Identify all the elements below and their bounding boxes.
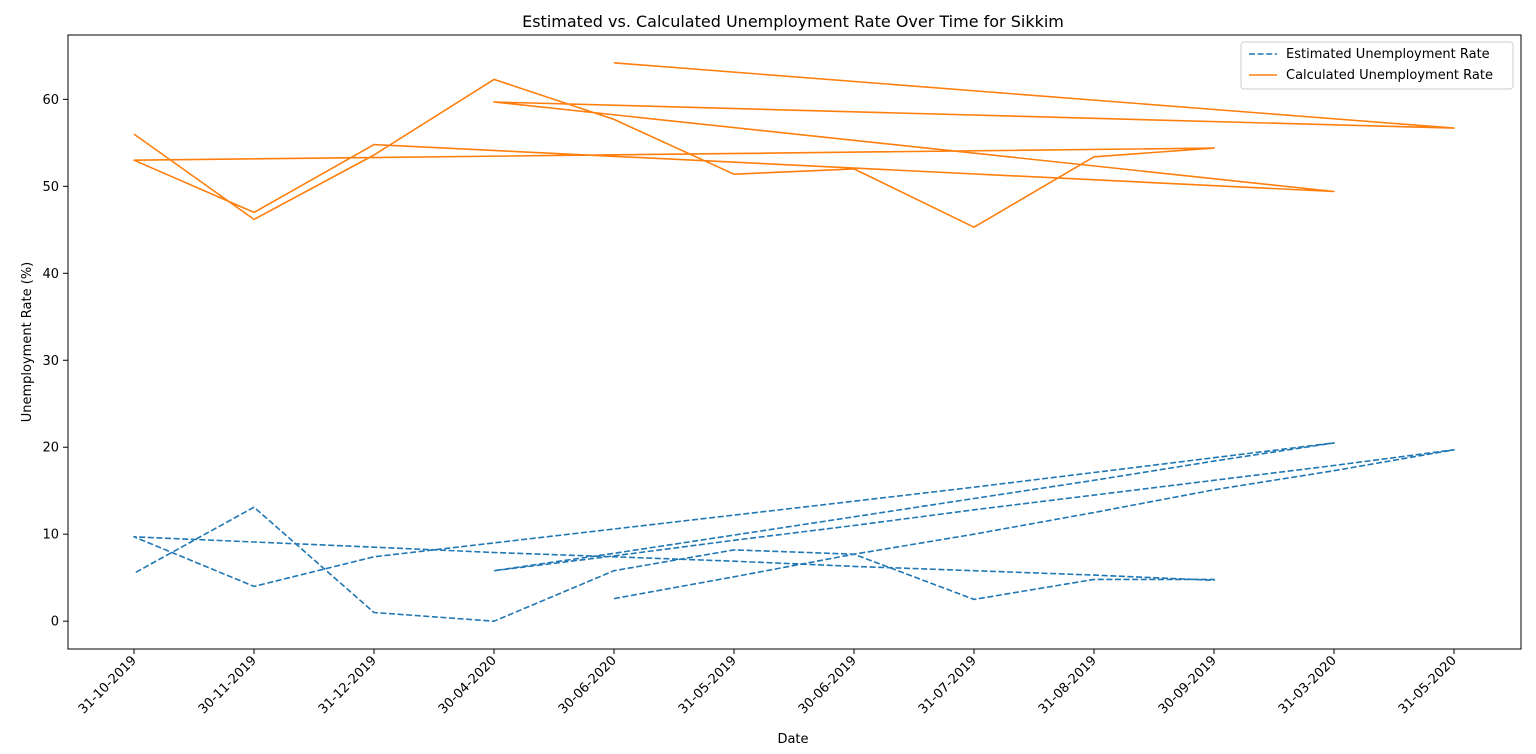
y-tick-label: 60 [42, 93, 59, 108]
y-tick-label: 30 [42, 354, 59, 369]
series-layer [133, 62, 1455, 623]
x-axis-label: Date [777, 732, 808, 747]
y-tick-label: 50 [42, 180, 59, 195]
series-line-estimated [133, 442, 1455, 623]
y-axis: 0 10 20 30 40 50 60 [42, 93, 68, 630]
legend-label-calculated: Calculated Unemployment Rate [1286, 68, 1493, 83]
legend-label-estimated: Estimated Unemployment Rate [1286, 47, 1490, 62]
legend: Estimated Unemployment Rate Calculated U… [1240, 41, 1514, 90]
y-tick-label: 0 [51, 615, 59, 630]
y-axis-label: Unemployment Rate (%) [20, 262, 35, 423]
y-tick-label: 40 [42, 267, 59, 282]
chart-title: Estimated vs. Calculated Unemployment Ra… [522, 12, 1064, 31]
y-tick-label: 20 [42, 441, 59, 456]
y-tick-label: 10 [42, 528, 59, 543]
series-line-calculated [133, 62, 1455, 228]
legend-box [1240, 41, 1514, 90]
plot-frame [67, 34, 1522, 650]
